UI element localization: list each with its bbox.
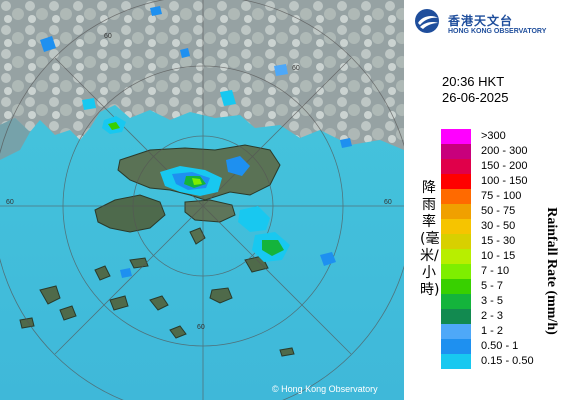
timestamp-date: 26-06-2025 (442, 90, 509, 105)
timestamp-time: 20:36 HKT (442, 74, 505, 89)
range-ring-labels: 60 60 60 60 60 (6, 33, 392, 331)
range-label: 60 (292, 65, 300, 72)
logo-name-zh: 香港天文台 (448, 14, 514, 28)
western-islands (19, 257, 149, 329)
range-rings (0, 0, 404, 400)
legend-label: 0.15 - 0.50 (481, 355, 534, 367)
legend-swatch (441, 129, 471, 144)
legend-label: 30 - 50 (481, 220, 516, 232)
legend-title-en: Rainfall Rate (mm/h) (541, 176, 561, 366)
rain-echoes (40, 6, 352, 278)
legend-swatch (441, 294, 471, 309)
legend-swatch (441, 174, 471, 189)
legend-label: 200 - 300 (481, 145, 528, 157)
legend-swatch (441, 309, 471, 324)
legend-swatch (441, 264, 471, 279)
legend-label: 15 - 30 (481, 235, 516, 247)
legend-label: 10 - 15 (481, 250, 516, 262)
legend-swatch (441, 159, 471, 174)
legend-label: 5 - 7 (481, 280, 504, 292)
legend-panel: 香港天文台 HONG KONG OBSERVATORY 20:36 HKT 26… (404, 0, 577, 400)
range-label: 60 (104, 33, 112, 40)
timestamp: 20:36 HKT 26-06-2025 (442, 74, 509, 106)
mainland (0, 0, 404, 150)
range-label: 60 (197, 324, 205, 331)
legend-label: 75 - 100 (481, 190, 522, 202)
legend-swatch (441, 219, 471, 234)
legend-label: 150 - 200 (481, 160, 528, 172)
legend-swatch (441, 354, 471, 369)
hko-logo: 香港天文台 HONG KONG OBSERVATORY (412, 6, 572, 36)
legend-title-zh: 降雨率(毫米/小時) (420, 180, 440, 298)
legend-swatch (441, 189, 471, 204)
legend-swatch (441, 234, 471, 249)
legend-label: 2 - 3 (481, 310, 504, 322)
lamma-island (189, 227, 206, 245)
legend-swatch (441, 324, 471, 339)
legend-label: 50 - 75 (481, 205, 516, 217)
legend-swatch (441, 279, 471, 294)
hko-logo-icon (415, 9, 439, 33)
copyright-text: © Hong Kong Observatory (272, 384, 378, 394)
legend-swatch (441, 249, 471, 264)
legend-label: >300 (481, 130, 506, 142)
logo-name-en: HONG KONG OBSERVATORY (448, 28, 547, 35)
range-label: 60 (6, 199, 14, 206)
range-label: 60 (384, 199, 392, 206)
southern-islands (109, 255, 295, 357)
legend-label: 100 - 150 (481, 175, 528, 187)
hk-island (184, 199, 236, 223)
legend-swatch (441, 144, 471, 159)
legend-label: 1 - 2 (481, 325, 504, 337)
legend-swatch (441, 204, 471, 219)
radar-map: 60 60 60 60 60 © (0, 0, 404, 400)
lantau-island (94, 194, 166, 233)
legend-title-en-text: Rainfall Rate (mm/h) (544, 207, 559, 335)
legend-label: 7 - 10 (481, 265, 510, 277)
legend-swatch (441, 339, 471, 354)
legend-label: 3 - 5 (481, 295, 504, 307)
legend-label: 0.50 - 1 (481, 340, 519, 352)
